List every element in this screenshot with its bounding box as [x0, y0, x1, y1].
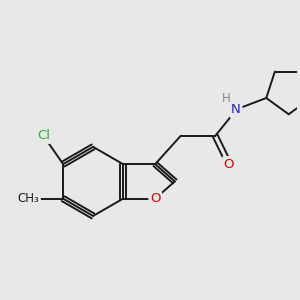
Text: O: O — [224, 158, 234, 171]
Text: Cl: Cl — [37, 129, 50, 142]
Text: CH₃: CH₃ — [18, 192, 40, 205]
Text: O: O — [150, 192, 160, 205]
Text: H: H — [221, 92, 230, 105]
Text: N: N — [231, 103, 241, 116]
